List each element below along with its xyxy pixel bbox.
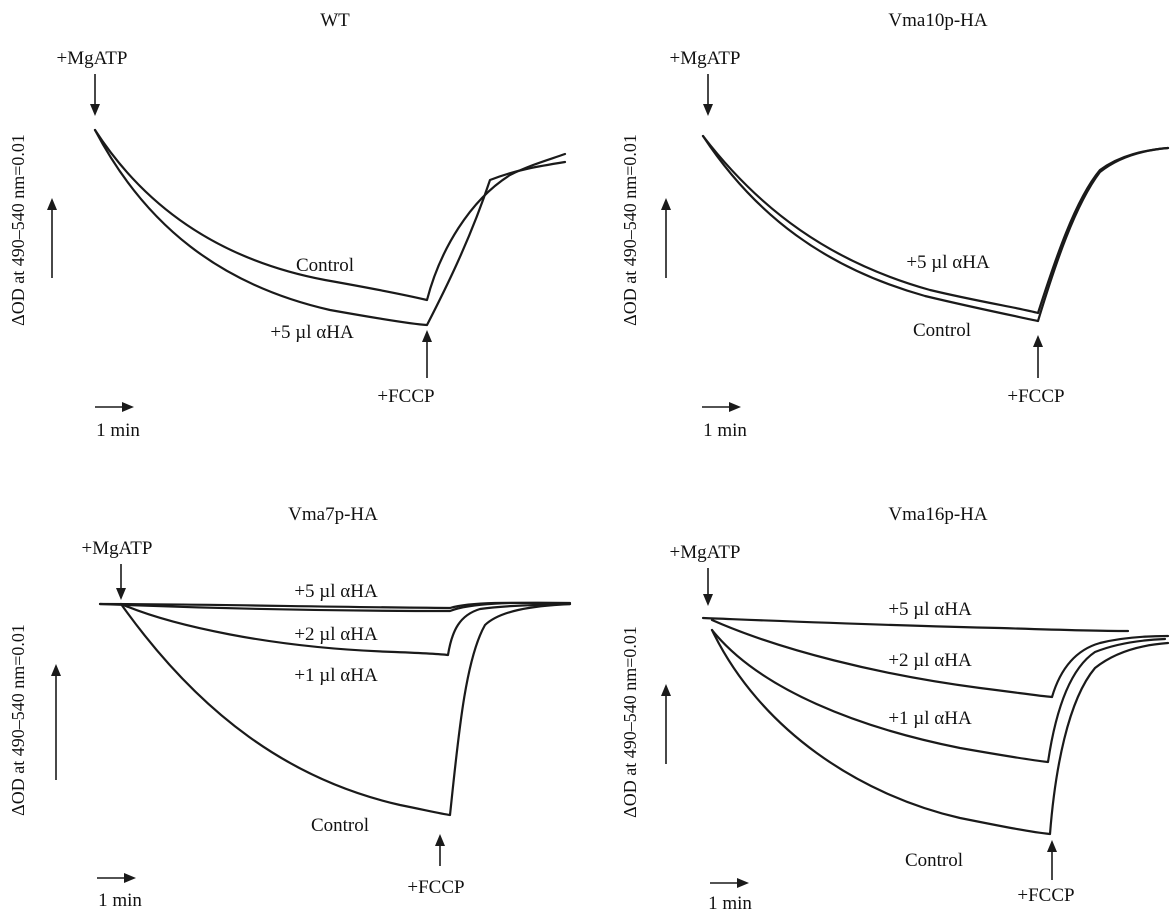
end-arrow-head — [422, 330, 432, 342]
y-scale-arrow-head — [51, 664, 61, 676]
end-arrow-head — [435, 834, 445, 846]
label-1ul-aha: +1 µl αHA — [294, 665, 378, 686]
panel-vma10p-ha: Vma10p-HA +MgATP ΔOD at 490–540 nm=0.01 … — [620, 10, 1170, 441]
end-arrow-head — [1047, 840, 1057, 852]
y-scale-arrow-head — [47, 198, 57, 210]
label-5ul-aha: +5 µl αHA — [270, 322, 354, 343]
label-5ul-aha: +5 µl αHA — [888, 599, 972, 620]
label-5ul-aha: +5 µl αHA — [294, 581, 378, 602]
time-scale-arrow-head — [737, 878, 749, 888]
y-scale-arrow-head — [661, 198, 671, 210]
start-annotation: +MgATP — [670, 48, 741, 69]
panel-wt: WT +MgATP ΔOD at 490–540 nm=0.01 Control… — [8, 10, 567, 441]
y-axis-label: ΔOD at 490–540 nm=0.01 — [8, 624, 28, 816]
label-1ul-aha: +1 µl αHA — [888, 708, 972, 729]
y-axis-label: ΔOD at 490–540 nm=0.01 — [620, 134, 640, 326]
start-annotation: +MgATP — [82, 538, 153, 559]
time-scale-arrow-head — [124, 873, 136, 883]
trace-control — [119, 602, 572, 817]
time-scale-label: 1 min — [98, 890, 142, 911]
label-control: Control — [913, 320, 971, 341]
start-annotation: +MgATP — [670, 542, 741, 563]
label-5ul-aha: +5 µl αHA — [906, 252, 990, 273]
end-annotation: +FCCP — [377, 386, 434, 407]
y-scale-arrow-head — [661, 684, 671, 696]
time-scale-label: 1 min — [703, 420, 747, 441]
panel-title: Vma7p-HA — [288, 504, 378, 525]
time-scale-label: 1 min — [708, 893, 752, 913]
label-2ul-aha: +2 µl αHA — [888, 650, 972, 671]
time-scale-arrow-head — [729, 402, 741, 412]
trace-1ul-aha — [119, 602, 572, 657]
trace-5ul-aha — [701, 134, 1170, 315]
trace-5ul-aha — [701, 616, 1130, 633]
trace-2ul-aha — [710, 618, 1170, 699]
label-control: Control — [296, 255, 354, 276]
label-2ul-aha: +2 µl αHA — [294, 624, 378, 645]
time-scale-label: 1 min — [96, 420, 140, 441]
trace-control — [710, 628, 1170, 836]
trace-control — [701, 134, 1170, 323]
trace-control — [93, 128, 567, 302]
panel-title: WT — [320, 10, 350, 31]
end-annotation: +FCCP — [1007, 386, 1064, 407]
panel-vma16p-ha: Vma16p-HA +MgATP ΔOD at 490–540 nm=0.01 … — [620, 504, 1170, 913]
end-annotation: +FCCP — [1017, 885, 1074, 906]
panel-title: Vma16p-HA — [888, 504, 987, 525]
trace-2ul-aha — [98, 601, 572, 610]
label-control: Control — [905, 850, 963, 871]
panel-title: Vma10p-HA — [888, 10, 987, 31]
start-annotation: +MgATP — [57, 48, 128, 69]
start-arrow-head — [90, 104, 100, 116]
trace-5ul-aha — [93, 128, 567, 327]
y-axis-label: ΔOD at 490–540 nm=0.01 — [8, 134, 28, 326]
start-arrow-head — [703, 594, 713, 606]
label-control: Control — [311, 815, 369, 836]
time-scale-arrow-head — [122, 402, 134, 412]
end-annotation: +FCCP — [407, 877, 464, 898]
y-axis-label: ΔOD at 490–540 nm=0.01 — [620, 626, 640, 818]
start-arrow-head — [703, 104, 713, 116]
panel-vma7p-ha: Vma7p-HA +MgATP ΔOD at 490–540 nm=0.01 +… — [8, 504, 572, 911]
end-arrow-head — [1033, 335, 1043, 347]
start-arrow-head — [116, 588, 126, 600]
trace-1ul-aha — [710, 628, 1167, 764]
